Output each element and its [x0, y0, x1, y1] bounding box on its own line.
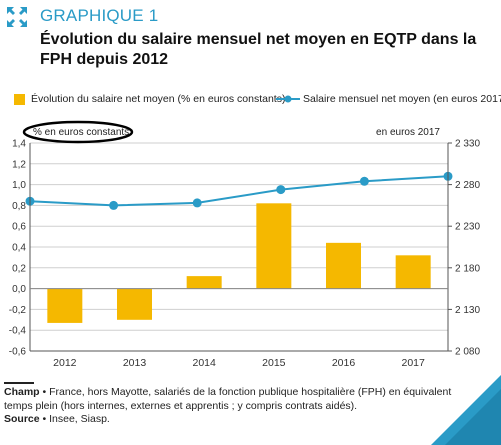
grid-layer [30, 142, 448, 352]
expand-icon [7, 7, 27, 27]
left-axis-title: % en euros constants [33, 127, 129, 138]
bar [47, 288, 83, 323]
bar [256, 203, 292, 289]
x-tick-label: 2014 [192, 357, 216, 369]
figure-title: Évolution du salaire mensuel net moyen e… [40, 31, 477, 68]
right-tick-label: 2 080 [455, 347, 480, 358]
bar [326, 242, 361, 289]
right-tick-label: 2 180 [455, 263, 480, 274]
champ-note: Champ • France, hors Mayotte, salariés d… [4, 386, 474, 413]
corner-decoration [431, 375, 501, 445]
figure-kicker: GRAPHIQUE 1 [40, 6, 159, 25]
bars-layer [47, 203, 431, 323]
source-label: Source [4, 413, 40, 425]
left-tick-label: 0,8 [12, 201, 26, 212]
bar [117, 288, 152, 320]
figure-notes: Champ • France, hors Mayotte, salariés d… [4, 382, 474, 427]
labels-layer: -0,6 -0,4 -0,2 0,0 0,2 0,4 0,6 0,8 1,0 1,2 1,4 2 08… [9, 120, 480, 369]
legend-line-swatch [276, 95, 300, 103]
series-line [29, 175, 449, 207]
champ-text: • France, hors Mayotte, salariés de la f… [4, 386, 452, 412]
source-note: Source • Insee, Siasp. [4, 413, 474, 427]
legend-bar-label: Évolution du salaire net moyen (% en eur… [31, 93, 286, 105]
line-point [359, 176, 369, 186]
right-tick-label: 2 130 [455, 305, 480, 316]
right-axis-title: en euros 2017 [376, 127, 440, 138]
axis-title-highlight [22, 120, 134, 144]
left-tick-label: 1,4 [12, 139, 26, 150]
x-tick-label: 2015 [262, 357, 286, 369]
left-tick-label: -0,4 [9, 326, 27, 337]
line-point [109, 200, 119, 210]
left-tick-label: -0,2 [9, 305, 27, 316]
line-point [276, 185, 286, 195]
line-point [192, 198, 202, 208]
x-tick-label: 2013 [123, 357, 147, 369]
legend-bar-swatch [14, 94, 25, 105]
left-tick-label: 0,6 [12, 222, 26, 233]
x-tick-label: 2017 [401, 357, 425, 369]
left-tick-label: -0,6 [9, 347, 27, 358]
legend-line-label: Salaire mensuel net moyen (en euros 2017… [303, 93, 501, 105]
right-tick-label: 2 230 [455, 222, 480, 233]
bar [395, 255, 431, 289]
footer-rule [4, 382, 34, 384]
left-tick-label: 1,2 [12, 159, 26, 170]
left-tick-label: 0,0 [12, 284, 26, 295]
chart: -0,6 -0,4 -0,2 0,0 0,2 0,4 0,6 0,8 1,0 1,2 1,4 2 08… [9, 120, 480, 369]
left-tick-label: 1,0 [12, 180, 26, 191]
line-layer [25, 171, 453, 210]
axes-layer [29, 142, 452, 352]
left-tick-label: 0,2 [12, 263, 26, 274]
source-text: • Insee, Siasp. [39, 413, 110, 425]
right-tick-label: 2 280 [455, 180, 480, 191]
right-tick-label: 2 330 [455, 139, 480, 150]
champ-label: Champ [4, 386, 40, 398]
bar [186, 276, 222, 289]
left-tick-label: 0,4 [12, 243, 26, 254]
x-tick-label: 2012 [53, 357, 77, 369]
x-tick-label: 2016 [332, 357, 356, 369]
